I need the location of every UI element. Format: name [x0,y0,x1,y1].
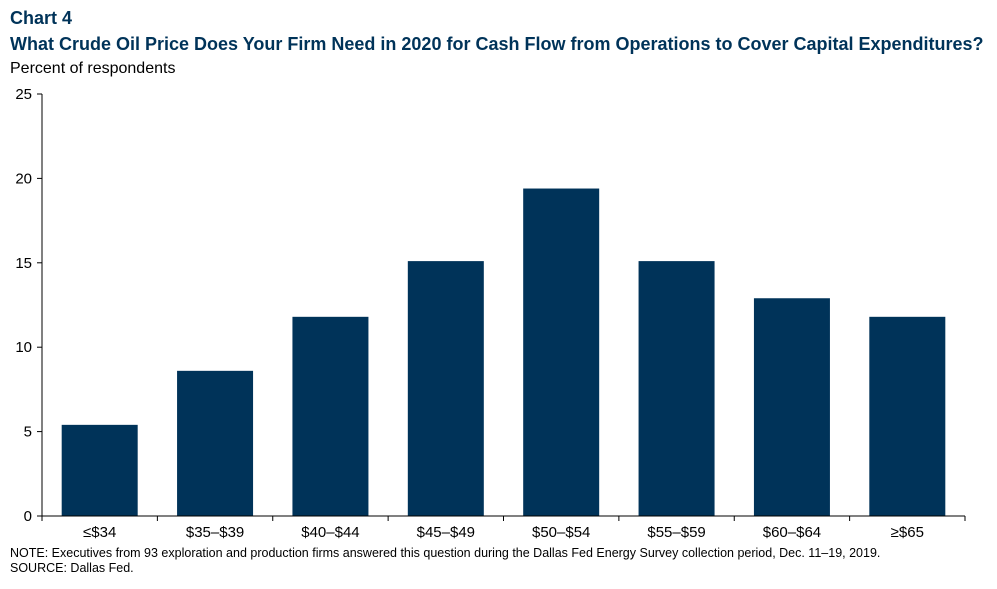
note-text: NOTE: Executives from 93 exploration and… [10,546,881,560]
bar [292,316,369,516]
bar [61,424,138,516]
x-tick-label: $60–$64 [763,524,821,541]
x-tick-label: ≤$34 [83,524,116,541]
y-tick-label: 15 [15,255,32,272]
y-tick-label: 25 [15,86,32,103]
x-tick-label: $40–$44 [301,524,359,541]
x-tick-label: $55–$59 [647,524,705,541]
bar [753,298,830,516]
chart-label: Chart 4 [10,8,73,28]
bar [869,316,946,516]
bar [523,188,600,516]
y-tick-label: 0 [24,508,32,525]
x-tick-label: $45–$49 [417,524,475,541]
y-axis-label: Percent of respondents [10,60,176,77]
y-tick-label: 20 [15,170,32,187]
chart-note: NOTE: Executives from 93 exploration and… [10,546,880,576]
y-tick-label: 10 [15,339,32,356]
bar [407,261,484,516]
x-tick-label: $50–$54 [532,524,590,541]
bar [177,370,254,516]
bar [638,261,715,516]
chart-title: What Crude Oil Price Does Your Firm Need… [10,34,984,54]
x-tick-label: ≥$65 [891,524,924,541]
y-tick-label: 5 [24,424,32,441]
source-text: SOURCE: Dallas Fed. [10,561,134,575]
x-tick-label: $35–$39 [186,524,244,541]
